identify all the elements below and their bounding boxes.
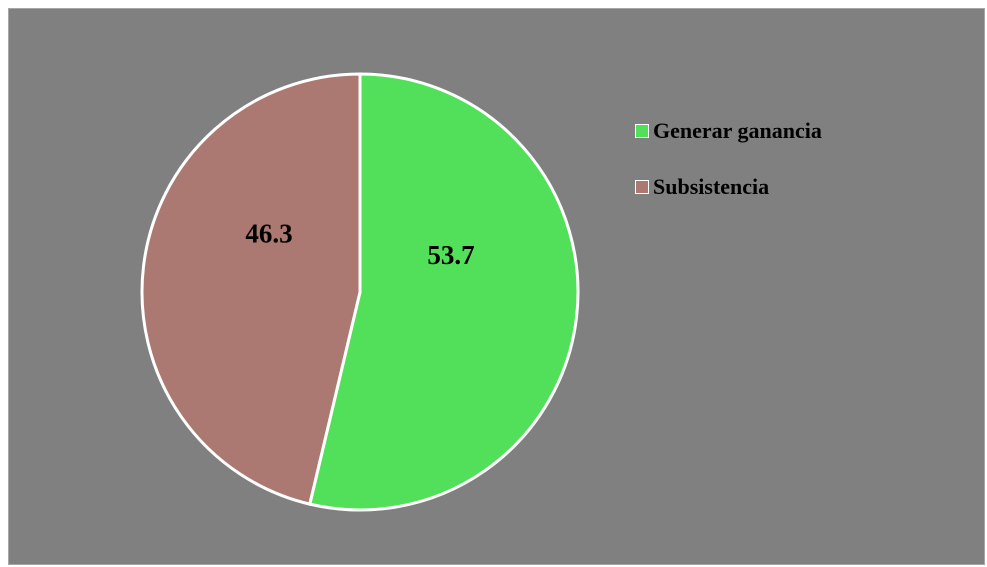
chart-area: 53.7 46.3 Generar ganancia Subsistencia bbox=[8, 8, 985, 565]
pie-slice-subsistencia bbox=[140, 72, 362, 506]
legend-item-subsistencia: Subsistencia bbox=[635, 173, 822, 201]
legend-swatch-generar-ganancia bbox=[635, 124, 649, 138]
data-label-generar-ganancia: 53.7 bbox=[427, 240, 474, 270]
legend-label-subsistencia: Subsistencia bbox=[653, 174, 770, 199]
legend-item-generar-ganancia: Generar ganancia bbox=[635, 117, 822, 145]
data-label-subsistencia: 46.3 bbox=[245, 219, 292, 249]
pie-chart: 53.7 46.3 bbox=[140, 72, 580, 512]
legend-swatch-subsistencia bbox=[635, 180, 649, 194]
pie-slice-generar-ganancia bbox=[307, 72, 580, 512]
pie-slices bbox=[140, 72, 580, 512]
legend: Generar ganancia Subsistencia bbox=[635, 117, 822, 229]
pie-data-labels: 53.7 46.3 bbox=[245, 219, 474, 270]
legend-label-generar-ganancia: Generar ganancia bbox=[653, 118, 822, 143]
